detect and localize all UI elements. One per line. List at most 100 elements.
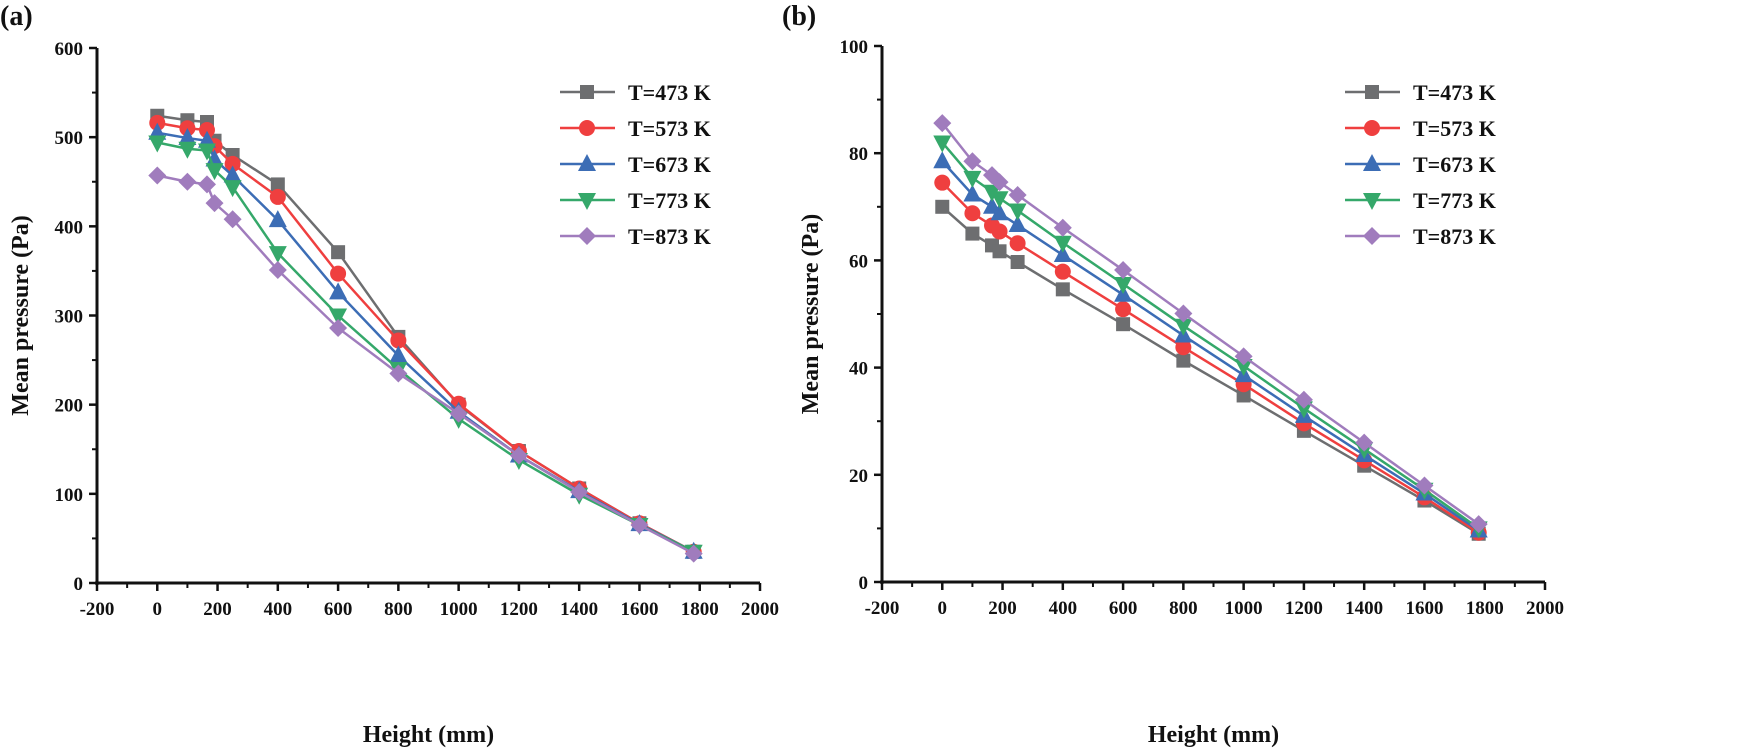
triangle-up-marker [205,149,224,167]
legend-entry: T=773 K [560,188,711,213]
y-tick-label: 60 [849,251,868,272]
legend-label: T=773 K [628,188,711,213]
circle-marker [964,205,981,222]
diamond-marker [1114,261,1133,280]
diamond-marker [1174,304,1193,323]
circle-marker [1364,120,1380,136]
circle-marker [330,265,347,282]
y-axis-label: Mean pressure (Pa) [798,214,824,414]
square-marker [935,199,950,214]
y-tick-label: 0 [74,574,84,595]
triangle-down-marker [1363,193,1381,210]
triangle-up-marker [197,130,216,148]
x-tick-label: 800 [384,599,413,620]
series-t873k [933,114,1488,534]
square-marker [580,85,594,99]
square-marker [270,177,285,192]
square-marker [1116,317,1131,332]
legend-label: T=473 K [1413,80,1496,105]
series-t873k [148,166,703,563]
diamond-marker [509,446,528,465]
legend-entry: T=573 K [560,116,711,141]
x-axis-label: Height (mm) [363,722,494,748]
diamond-marker [449,404,468,423]
legend-entry: T=773 K [1345,188,1496,213]
diamond-marker [630,516,649,535]
x-tick-label: 600 [324,599,353,620]
y-tick-label: 300 [55,307,84,328]
triangle-up-marker [1008,215,1027,233]
legend-label: T=873 K [1413,224,1496,249]
x-tick-label: 1400 [560,599,598,620]
triangle-up-marker [933,151,952,169]
x-axis-label: Height (mm) [1148,722,1279,748]
square-marker [1236,388,1251,403]
legend-label: T=673 K [628,152,711,177]
square-marker [1176,353,1191,368]
x-tick-label: 600 [1109,598,1138,619]
y-tick-label: 400 [55,217,84,238]
triangle-down-marker [990,191,1009,209]
triangle-up-marker [178,128,197,146]
diamond-marker [1355,433,1374,452]
diamond-marker [933,114,952,133]
circle-marker [1175,339,1192,356]
legend-label: T=773 K [1413,188,1496,213]
circle-marker [1054,263,1071,280]
triangle-down-marker [933,135,952,153]
x-tick-label: 1600 [620,599,658,620]
triangle-up-marker [223,165,242,183]
diamond-marker [1053,218,1072,237]
y-tick-label: 80 [849,144,868,165]
y-tick-label: 100 [840,37,869,58]
x-tick-label: 800 [1169,598,1198,619]
legend-entry: T=673 K [1345,152,1496,177]
diamond-marker [1415,476,1434,495]
y-tick-label: 20 [849,466,868,487]
square-marker [965,226,980,241]
triangle-down-marker [178,141,197,159]
triangle-up-marker [148,122,167,140]
diamond-marker [684,544,703,563]
diamond-marker [1363,227,1381,245]
square-marker [1055,282,1070,297]
circle-marker [579,120,595,136]
legend-entry: T=673 K [560,152,711,177]
circle-marker [934,174,951,191]
diamond-marker [389,364,408,383]
diamond-marker [1008,186,1027,205]
triangle-down-marker [148,135,167,153]
legend-entry: T=573 K [1345,116,1496,141]
triangle-down-marker [963,170,982,188]
series-line [941,122,1480,526]
triangle-up-marker [1363,154,1381,171]
legend-label: T=573 K [1413,116,1496,141]
diamond-marker [570,483,589,502]
x-tick-label: 400 [264,599,293,620]
x-tick-label: 200 [203,599,232,620]
circle-marker [991,223,1008,240]
triangle-down-marker [329,308,348,326]
circle-marker [269,188,286,205]
legend-entry: T=873 K [560,224,711,249]
diamond-marker [1294,390,1313,409]
x-tick-label: 400 [1049,598,1078,619]
triangle-down-marker [1114,276,1133,294]
diamond-marker [205,194,224,213]
triangle-up-marker [963,184,982,202]
series-line [941,160,1480,532]
triangle-up-marker [990,203,1009,221]
circle-marker [1009,235,1026,252]
triangle-down-marker [205,163,224,181]
series-t773k [148,135,703,562]
x-tick-label: 1800 [681,599,719,620]
x-tick-label: 1600 [1405,598,1443,619]
chart-panel-b: (b)-200 0 200 400 600 800 1000 1200 1400 1600 1800… [782,1,1564,748]
triangle-down-marker [1053,235,1072,253]
legend-entry: T=873 K [1345,224,1496,249]
x-tick-label: -200 [865,598,900,619]
x-tick-label: -200 [80,599,115,620]
y-tick-label: 40 [849,359,868,380]
legend-entry: T=473 K [560,80,711,105]
